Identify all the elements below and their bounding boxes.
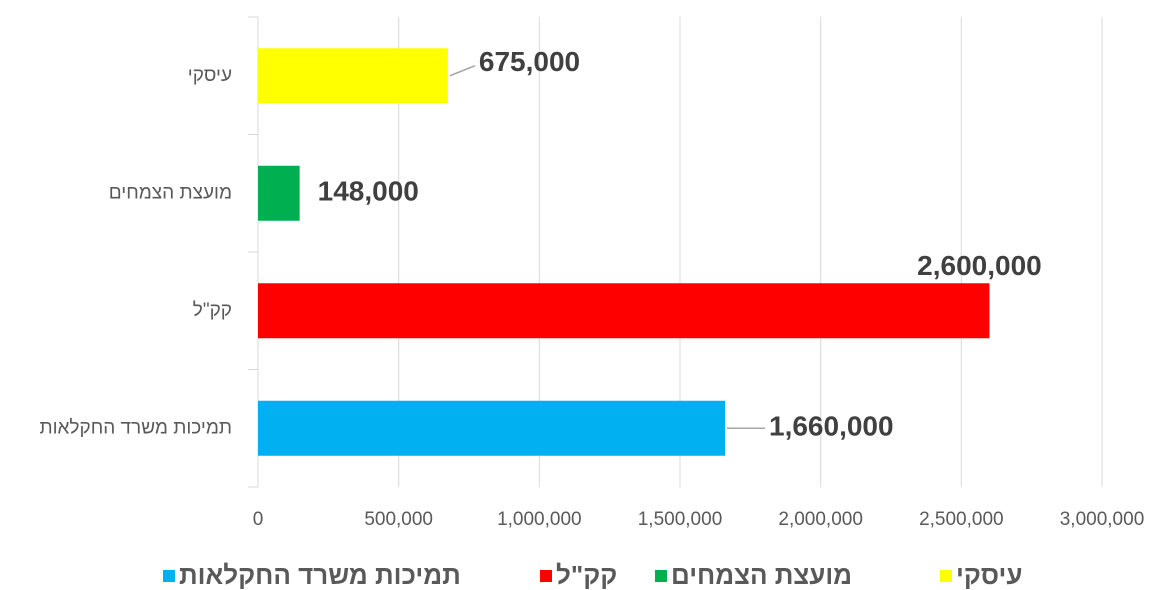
x-tick-label: 2,500,000: [919, 509, 1004, 530]
legend-label: תמיכות משרד החקלאות: [179, 560, 461, 590]
legend-label: מועצת הצמחים: [671, 560, 852, 590]
leader-line: [449, 65, 476, 77]
y-tick-label: עיסקי: [188, 65, 232, 86]
x-tick-label: 0: [253, 509, 264, 530]
bar: [258, 48, 448, 104]
data-label: 1,660,000: [769, 411, 894, 442]
x-tick-label: 1,000,000: [497, 509, 582, 530]
legend-swatch: [655, 570, 667, 582]
data-label: 2,600,000: [917, 250, 1042, 281]
legend-label: עיסקי: [956, 560, 1022, 590]
x-tick-label: 500,000: [364, 509, 433, 530]
y-tick-label: מועצת הצמחים: [109, 182, 232, 203]
legend-swatch: [540, 570, 552, 582]
y-tick-label: קק"ל: [193, 300, 232, 321]
data-label: 675,000: [479, 46, 580, 77]
x-tick-label: 1,500,000: [638, 509, 723, 530]
y-tick-label: תמיכות משרד החקלאות: [39, 417, 232, 438]
x-tick-label: 3,000,000: [1060, 509, 1145, 530]
data-label: 148,000: [318, 176, 419, 207]
legend-swatch: [940, 570, 952, 582]
bar: [258, 400, 726, 456]
x-tick-label: 2,000,000: [778, 509, 863, 530]
legend-label: קק"ל: [556, 560, 617, 590]
legend-swatch: [163, 570, 175, 582]
bar: [258, 165, 300, 221]
bar: [258, 283, 990, 339]
